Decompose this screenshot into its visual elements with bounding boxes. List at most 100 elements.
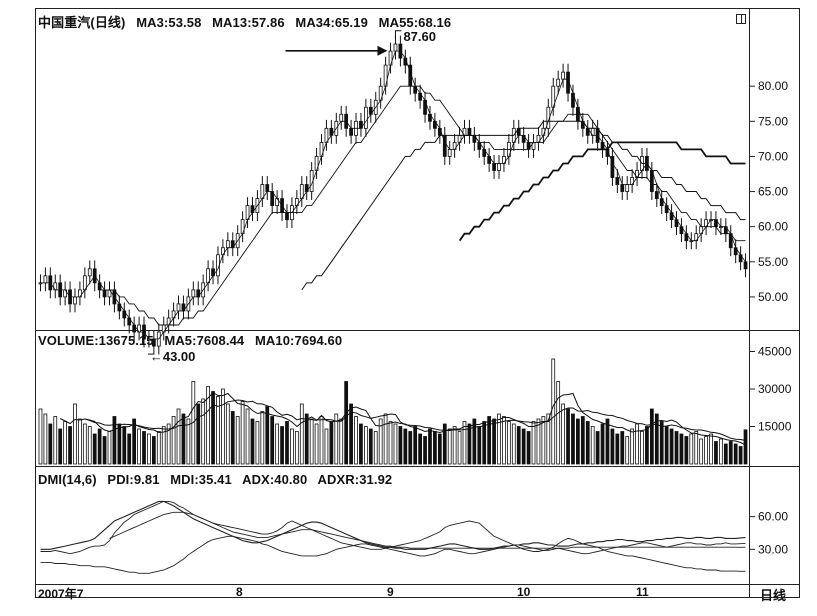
- volume-bar: [82, 423, 87, 465]
- volume-bar: [709, 433, 713, 465]
- volume-bar: [467, 423, 472, 465]
- volume-panel-header: VOLUME:13675.15 MA5:7608.44 MA10:7694.60: [38, 333, 349, 348]
- volume-bar: [53, 416, 58, 465]
- period-label[interactable]: 日线: [760, 588, 787, 603]
- volume-bar: [97, 428, 102, 465]
- volume-ma5-readout: MA5:7608.44: [164, 333, 245, 348]
- volume-bar: [142, 431, 146, 465]
- candle-body: [176, 303, 181, 312]
- volume-bar: [536, 418, 541, 465]
- volume-bar: [566, 408, 570, 465]
- volume-bar: [245, 408, 250, 465]
- candle-body: [151, 338, 156, 347]
- volume-bar: [689, 433, 694, 465]
- price-tick-label: 70.00: [758, 149, 788, 163]
- volume-bar: [733, 443, 738, 465]
- volume-bar: [127, 433, 132, 465]
- volume-bar: [398, 426, 403, 465]
- volume-bar: [669, 428, 674, 465]
- low-price-label: ←43.00: [150, 349, 196, 364]
- price-panel-header: 中国重汽(日线) MA3:53.58 MA13:57.86 MA34:65.19…: [38, 12, 458, 31]
- volume-plot: [38, 358, 748, 465]
- candle-body: [467, 127, 472, 136]
- volume-bar: [684, 436, 689, 465]
- candle-body: [364, 106, 368, 129]
- volume-bar: [423, 436, 427, 465]
- chart-frame: [35, 8, 750, 598]
- volume-bar: [600, 423, 605, 465]
- stock-name-label: 中国重汽(日线): [38, 15, 126, 30]
- volume-bar: [462, 421, 467, 465]
- candle-body: [492, 163, 496, 171]
- candle-body: [447, 149, 452, 157]
- candle-body: [73, 296, 77, 305]
- dmi-line-pdi: [40, 500, 746, 572]
- volume-bar: [383, 413, 388, 465]
- price-line-ma55: [458, 141, 746, 242]
- candle-body: [339, 113, 344, 122]
- volume-bar: [364, 426, 368, 465]
- volume-bar: [137, 428, 141, 465]
- volume-bar: [447, 428, 452, 465]
- volume-bar: [201, 398, 206, 465]
- panel-separator-price-volume: [35, 330, 800, 331]
- adxr-readout: ADXR:31.92: [317, 472, 393, 487]
- volume-bar: [92, 433, 97, 465]
- volume-bar: [728, 441, 733, 465]
- volume-bar: [280, 426, 284, 465]
- price-tick-label: 50.00: [758, 290, 788, 304]
- volume-bar: [580, 416, 585, 465]
- price-plot: 87.60 ←43.00: [38, 29, 748, 364]
- volume-bar: [324, 428, 329, 465]
- volume-bar: [497, 413, 501, 465]
- candle-body: [556, 78, 561, 87]
- volume-bar: [166, 423, 171, 465]
- volume-bar: [43, 413, 48, 465]
- candle-body: [743, 261, 748, 270]
- price-tick-label: 65.00: [758, 185, 788, 199]
- price-line-ma34: [301, 120, 746, 291]
- volume-bar: [610, 428, 615, 465]
- volume-bar: [216, 396, 220, 465]
- candle-body: [615, 177, 620, 185]
- volume-bar: [151, 436, 156, 465]
- candle-body: [43, 275, 48, 284]
- candle-body: [285, 212, 289, 221]
- volume-bar: [285, 421, 289, 465]
- volume-bar: [368, 428, 373, 465]
- volume-bar: [102, 436, 107, 465]
- volume-bar: [38, 408, 43, 465]
- maximize-panel-icon[interactable]: [736, 14, 746, 24]
- candle-body: [393, 43, 398, 52]
- mdi-readout: MDI:35.41: [170, 472, 232, 487]
- volume-bar: [171, 416, 176, 465]
- volume-bar: [299, 403, 304, 465]
- candle-body: [349, 127, 353, 136]
- volume-bar: [112, 416, 117, 465]
- volume-bar: [373, 431, 378, 465]
- volume-bar: [393, 423, 398, 465]
- dmi-line-adxr: [109, 511, 746, 549]
- volume-bar: [645, 426, 649, 465]
- price-tick-label: 55.00: [758, 255, 788, 269]
- pdi-readout: PDI:9.81: [107, 472, 160, 487]
- volume-bar: [403, 428, 408, 465]
- ma34-readout: MA34:65.19: [295, 15, 368, 30]
- volume-line-ma10: [84, 399, 746, 441]
- volume-bar: [270, 416, 275, 465]
- candle-body: [610, 156, 615, 178]
- volume-bar: [339, 418, 344, 465]
- high-price-label: 87.60: [403, 29, 436, 44]
- dmi-tick-label: 60.00: [758, 510, 788, 524]
- candle-body: [654, 191, 659, 199]
- volume-bar: [615, 433, 620, 465]
- volume-bar: [719, 438, 723, 465]
- volume-bar: [225, 403, 230, 465]
- volume-ma10-readout: MA10:7694.60: [254, 333, 343, 348]
- volume-bar: [349, 403, 353, 465]
- candle-body: [265, 184, 270, 192]
- candle-body: [38, 282, 43, 285]
- volume-bar: [516, 426, 521, 465]
- volume-bar: [294, 431, 299, 465]
